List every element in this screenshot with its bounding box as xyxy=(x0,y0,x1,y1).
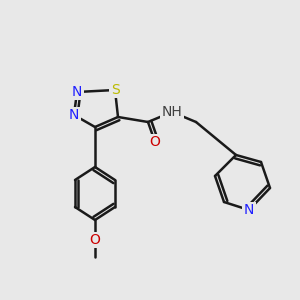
Text: O: O xyxy=(90,233,101,247)
Text: S: S xyxy=(111,83,119,97)
Text: N: N xyxy=(244,203,254,217)
Text: O: O xyxy=(150,135,160,149)
Text: NH: NH xyxy=(162,105,182,119)
Text: N: N xyxy=(69,108,79,122)
Text: N: N xyxy=(72,85,82,99)
